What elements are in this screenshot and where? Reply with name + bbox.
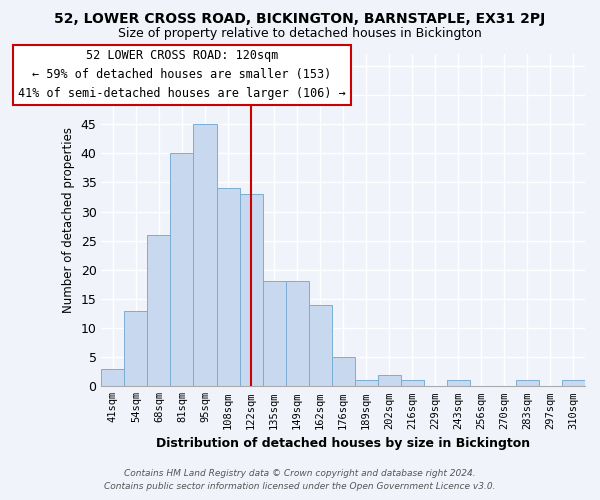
Bar (263, 282, 286, 387)
Bar (170, 154, 193, 386)
Bar (286, 282, 308, 387)
Bar (516, 380, 539, 386)
Bar (562, 380, 585, 386)
Bar (217, 188, 239, 386)
Text: 52 LOWER CROSS ROAD: 120sqm
← 59% of detached houses are smaller (153)
41% of se: 52 LOWER CROSS ROAD: 120sqm ← 59% of det… (18, 49, 346, 100)
Bar (101, 369, 124, 386)
Bar (239, 194, 263, 386)
Bar (401, 380, 424, 386)
Text: 52, LOWER CROSS ROAD, BICKINGTON, BARNSTAPLE, EX31 2PJ: 52, LOWER CROSS ROAD, BICKINGTON, BARNST… (55, 12, 545, 26)
Y-axis label: Number of detached properties: Number of detached properties (62, 128, 75, 314)
Bar (355, 380, 378, 386)
Bar (447, 380, 470, 386)
Bar (332, 357, 355, 386)
Bar (308, 305, 332, 386)
Text: Size of property relative to detached houses in Bickington: Size of property relative to detached ho… (118, 28, 482, 40)
Bar (193, 124, 217, 386)
Bar (148, 235, 170, 386)
X-axis label: Distribution of detached houses by size in Bickington: Distribution of detached houses by size … (156, 437, 530, 450)
Text: Contains HM Land Registry data © Crown copyright and database right 2024.
Contai: Contains HM Land Registry data © Crown c… (104, 470, 496, 491)
Bar (378, 374, 401, 386)
Bar (124, 310, 148, 386)
